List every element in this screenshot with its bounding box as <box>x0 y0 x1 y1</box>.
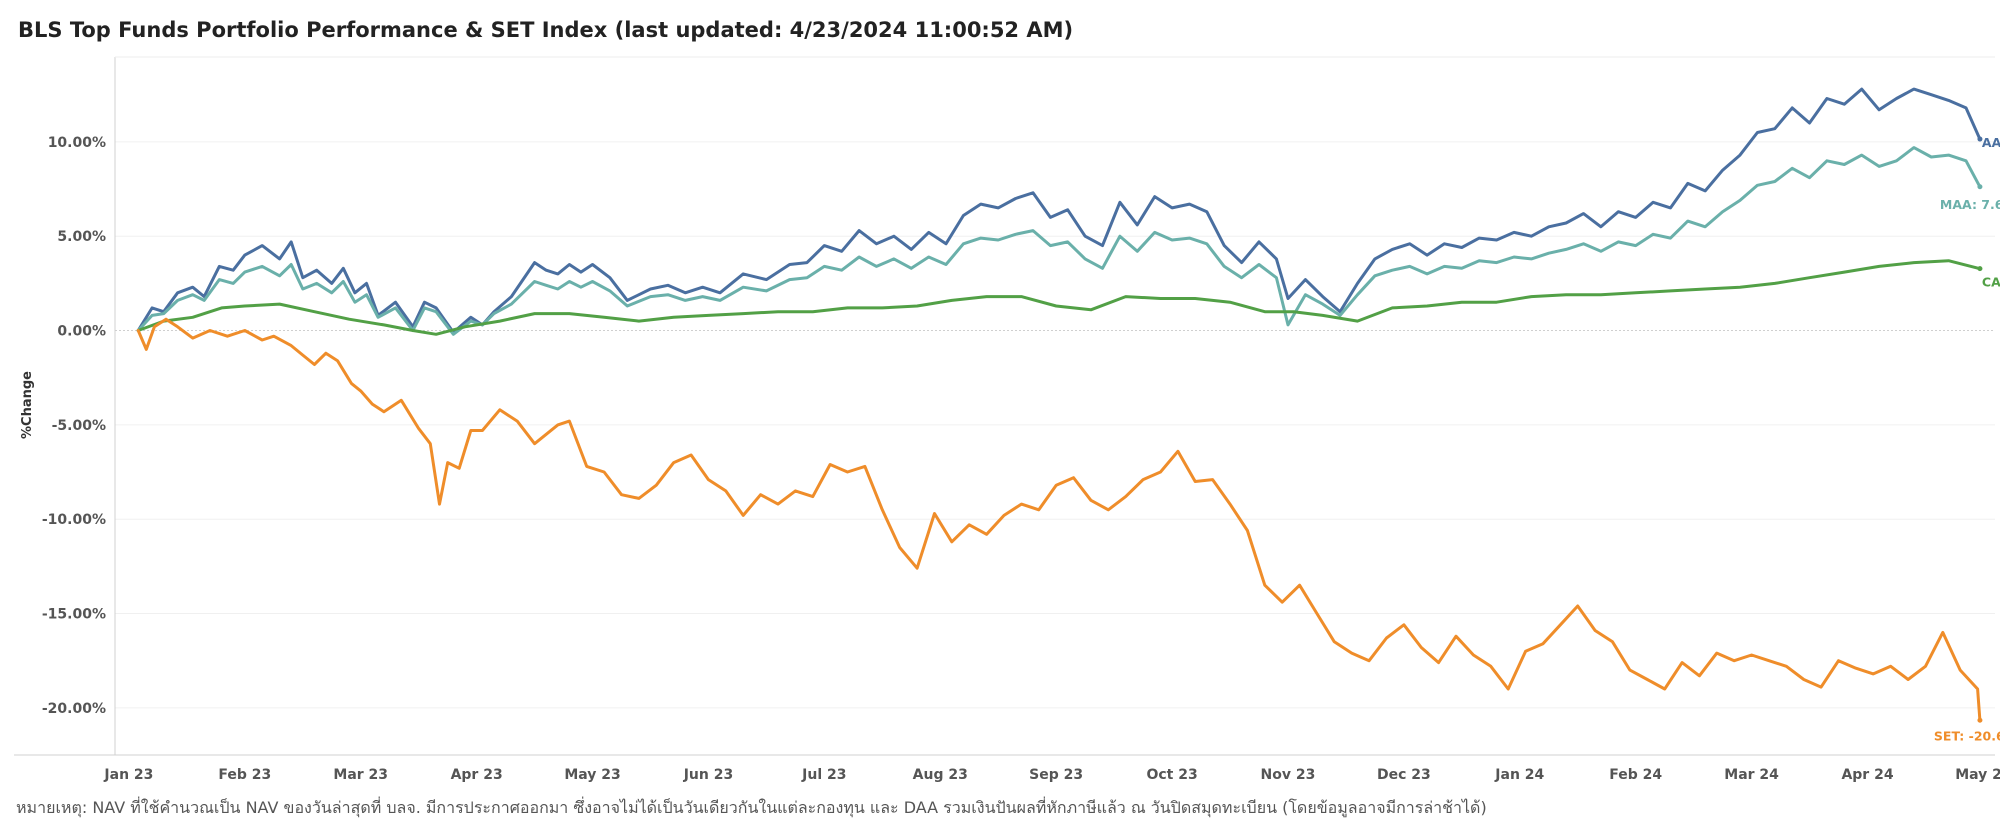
y-tick-label: 10.00% <box>48 135 106 151</box>
series-end-point-maa <box>1977 184 1983 190</box>
series-end-point-caa <box>1977 266 1983 272</box>
x-tick-label: May 24 <box>1955 767 2000 783</box>
x-tick-label: Mar 23 <box>333 767 388 783</box>
x-tick-label: Dec 23 <box>1377 767 1431 783</box>
end-label-set: SET: -20.66% <box>1934 728 2000 743</box>
x-tick-label: Feb 24 <box>1609 767 1662 783</box>
end-label-aaa: AAA: 10.15% <box>1982 135 2000 150</box>
y-axis-label: %Change <box>20 371 35 439</box>
chart-title: BLS Top Funds Portfolio Performance & SE… <box>18 18 1074 42</box>
axes <box>14 56 1995 756</box>
x-tick-label: Oct 23 <box>1146 767 1197 783</box>
series-lines <box>136 87 1983 723</box>
y-tick-label: 0.00% <box>57 324 106 340</box>
series-line-caa <box>136 259 1982 336</box>
x-tick-label: May 23 <box>564 767 620 783</box>
x-tick-label: Aug 23 <box>913 767 968 783</box>
x-tick-label: Jul 23 <box>801 767 846 783</box>
series-end-point-aaa <box>1977 136 1983 142</box>
y-tick-label: 5.00% <box>57 229 106 245</box>
y-tick-label: -20.00% <box>42 701 106 717</box>
x-tick-label: Apr 23 <box>451 767 503 783</box>
line-chart: 10.00% 5.00% 0.00% -5.00% -10.00% -15.00% -20.… <box>14 56 2000 783</box>
x-tick-labels: Jan 23 Feb 23 Mar 23 Apr 23 May 23 Jun 23 Jul … <box>103 767 2000 783</box>
x-tick-label: Feb 23 <box>218 767 271 783</box>
x-tick-label: Sep 23 <box>1029 767 1083 783</box>
x-tick-label: Apr 24 <box>1841 767 1893 783</box>
series-line-set <box>136 317 1982 722</box>
footnote: หมายเหตุ: NAV ที่ใช้คำนวณเป็น NAV ของวัน… <box>16 798 1487 817</box>
x-tick-label: Mar 24 <box>1724 767 1779 783</box>
end-labels: AAA: 10.15% MAA: 7.62% CAA: 3.28% SET: -20.… <box>1934 135 2000 743</box>
y-tick-label: -10.00% <box>42 512 106 528</box>
series-end-point-set <box>1977 717 1983 723</box>
y-tick-label: -5.00% <box>52 418 106 434</box>
y-tick-label: -15.00% <box>42 607 106 623</box>
x-tick-label: Nov 23 <box>1261 767 1316 783</box>
y-tick-labels: 10.00% 5.00% 0.00% -5.00% -10.00% -15.00% -20.… <box>42 135 106 717</box>
x-tick-label: Jun 23 <box>683 767 734 783</box>
grid-lines <box>115 141 1995 709</box>
end-label-caa: CAA: 3.28% <box>1982 275 2000 290</box>
x-tick-label: Jan 23 <box>103 767 153 783</box>
series-line-aaa <box>136 87 1982 334</box>
x-tick-label: Jan 24 <box>1494 767 1544 783</box>
series-line-maa <box>136 146 1982 336</box>
end-label-maa: MAA: 7.62% <box>1940 197 2000 212</box>
